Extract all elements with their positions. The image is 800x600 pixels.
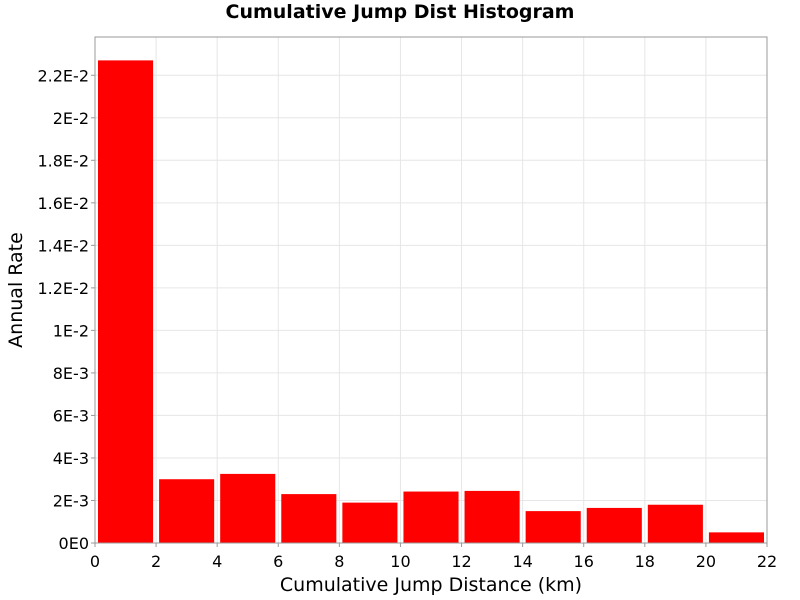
- histogram-bar: [159, 479, 215, 543]
- x-tick-label: 20: [696, 552, 716, 571]
- x-tick-label: 18: [635, 552, 655, 571]
- histogram-bar: [525, 511, 581, 543]
- histogram-bar: [586, 507, 642, 543]
- histogram-bar: [342, 502, 398, 543]
- x-tick-label: 6: [273, 552, 283, 571]
- x-axis-ticks: 0 2 4 6 8 10 12 14 16 18 20 22: [90, 543, 777, 571]
- histogram-bar: [281, 494, 337, 543]
- x-tick-label: 2: [151, 552, 161, 571]
- plot-border: [94, 36, 768, 544]
- histogram-bar: [647, 504, 703, 543]
- plot-background: [95, 37, 767, 543]
- histogram-bar: [708, 532, 764, 543]
- x-tick-label: 14: [512, 552, 532, 571]
- y-tick-label: 8E-3: [53, 364, 89, 383]
- x-tick-label: 16: [574, 552, 594, 571]
- y-tick-label: 2E-3: [53, 491, 89, 510]
- x-tick-label: 8: [334, 552, 344, 571]
- y-tick-label: 1.6E-2: [37, 194, 89, 213]
- y-tick-label: 4E-3: [53, 449, 89, 468]
- y-tick-label: 2.2E-2: [37, 66, 89, 85]
- x-tick-label: 0: [90, 552, 100, 571]
- y-tick-label: 1.4E-2: [37, 236, 89, 255]
- y-tick-label: 1.2E-2: [37, 279, 89, 298]
- y-tick-label: 1.8E-2: [37, 151, 89, 170]
- histogram-bar: [403, 491, 459, 543]
- y-axis-label: Annual Rate: [5, 232, 27, 348]
- y-tick-label: 0E0: [59, 534, 89, 553]
- y-tick-label: 1E-2: [53, 321, 89, 340]
- x-tick-label: 10: [390, 552, 410, 571]
- y-tick-label: 2E-2: [53, 109, 89, 128]
- histogram-bar: [98, 60, 154, 543]
- chart-title: Cumulative Jump Dist Histogram: [225, 1, 575, 23]
- x-tick-label: 12: [451, 552, 471, 571]
- x-tick-label: 4: [212, 552, 222, 571]
- histogram-bar: [220, 473, 276, 543]
- histogram-bar: [464, 490, 520, 543]
- y-tick-label: 6E-3: [53, 406, 89, 425]
- y-axis-ticks: 0E0 2E-3 4E-3 6E-3 8E-3 1E-2 1.2E-2 1.4E-2 1.6E-…: [37, 66, 95, 553]
- x-tick-label: 22: [757, 552, 777, 571]
- x-axis-label: Cumulative Jump Distance (km): [280, 574, 582, 596]
- bars: [98, 60, 764, 543]
